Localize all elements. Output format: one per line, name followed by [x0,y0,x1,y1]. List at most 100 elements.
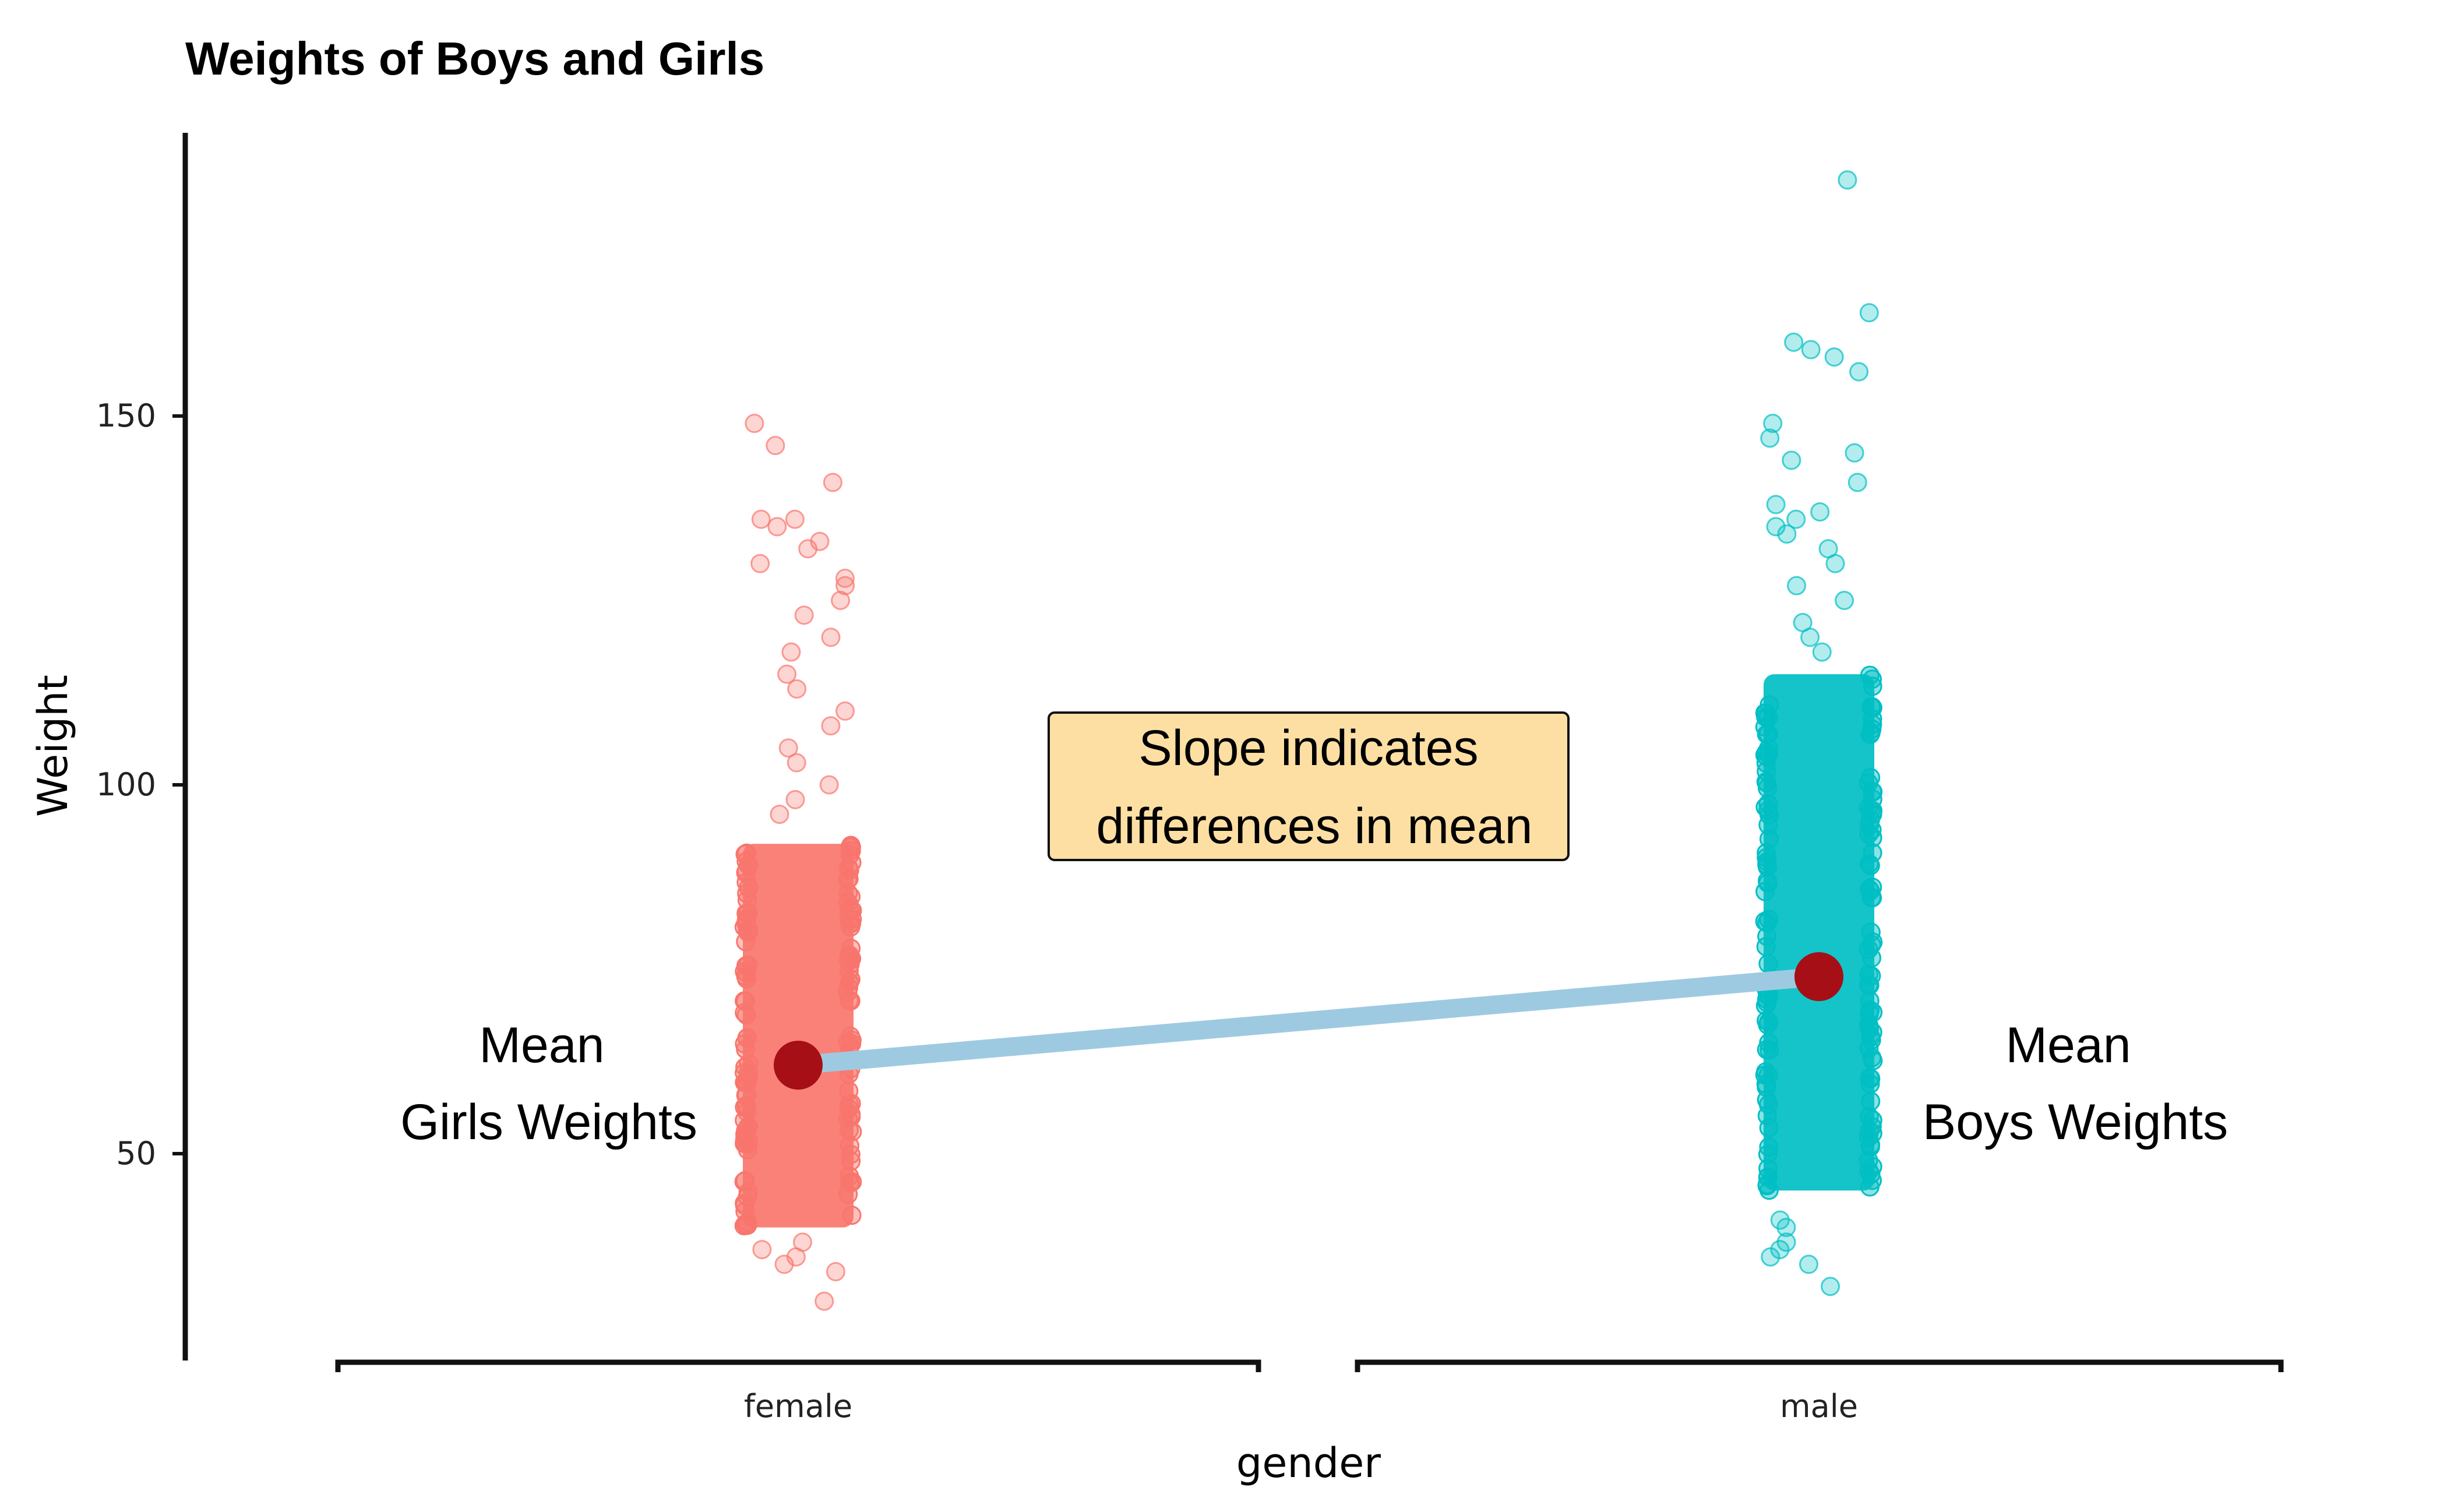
data-point-female [777,664,797,684]
data-point-male [1838,170,1857,190]
boys-annotation-line-1: Mean [2005,1017,2131,1073]
data-point-female [737,1102,757,1122]
data-point-female [737,843,757,863]
data-point-female [839,858,859,878]
data-point-male [1847,473,1867,492]
x-axis-title: gender [1236,1439,1381,1487]
data-point-female [767,517,787,537]
data-point-male [1861,722,1881,742]
slope-annotation-box [1048,711,1570,861]
data-point-male [1859,824,1879,844]
data-point-male [1863,1123,1882,1143]
data-point-female [841,841,861,861]
data-point-male [1758,1144,1778,1164]
data-point-female [736,872,756,892]
data-point-male [1770,1210,1790,1230]
data-point-male [1758,801,1778,820]
girls-annotation-line-2: Girls Weights [400,1094,697,1150]
data-point-female [766,436,785,456]
data-point-female [738,1182,758,1202]
data-point-female [842,914,862,933]
data-point-female [841,1094,861,1113]
data-point-female [735,1072,755,1091]
data-point-male [1759,1012,1779,1032]
data-point-male [1770,1240,1790,1260]
data-point-female [841,991,861,1011]
data-point-male [1860,1121,1880,1141]
data-point-male [1782,450,1801,470]
data-point-male [1812,642,1832,662]
data-point-female [734,1172,754,1192]
data-point-female [835,569,855,588]
mean-connecting-line [797,967,1820,1075]
bulk-points-male [1764,674,1874,1191]
data-point-female [823,473,842,492]
data-point-female [751,509,771,529]
data-point-female [778,738,798,758]
data-point-male [1824,347,1844,367]
chart-title: Weights of Boys and Girls [185,33,764,84]
data-point-female [838,1109,858,1129]
data-point-male [1860,1074,1880,1094]
data-point-female [745,414,764,433]
data-point-female [752,1240,772,1260]
data-point-male [1757,848,1776,868]
data-point-male [1759,738,1779,758]
data-point-female [737,890,757,910]
data-point-female [841,1151,861,1171]
data-point-male [1860,975,1880,995]
data-point-female [736,1039,756,1059]
data-point-female [734,917,754,937]
mean-point-male [1794,952,1843,1002]
data-point-male [1766,517,1786,537]
data-point-female [810,531,830,551]
data-point-female [821,628,841,647]
data-point-male [1755,996,1775,1016]
slope-annotation-line-2: differences in mean [1096,798,1533,854]
data-point-male [1849,362,1869,382]
data-point-male [1766,495,1786,514]
data-point-male [1786,509,1806,529]
data-point-male [1756,772,1776,792]
data-point-female [781,642,801,662]
data-point-female [735,1193,754,1213]
data-point-male [1759,1033,1779,1053]
data-point-male [1799,1254,1818,1274]
data-point-female [835,576,855,595]
data-point-male [1776,1232,1796,1252]
data-point-female [739,1054,759,1074]
data-point-male [1763,414,1783,433]
data-point-male [1755,882,1775,901]
data-point-male [1810,502,1830,522]
data-point-male [1760,428,1780,448]
data-point-male [1861,948,1881,968]
data-point-male [1863,669,1882,689]
x-tick-label-male: male [1780,1388,1858,1425]
x-axis-bracket-male [1355,1359,2284,1372]
data-point-female [831,591,851,610]
data-point-male [1845,443,1864,463]
data-point-female [819,775,839,795]
data-point-female [840,1172,860,1192]
data-point-male [1757,913,1777,933]
data-point-female [840,1166,859,1186]
data-point-male [1760,1040,1779,1060]
data-point-male [1861,922,1881,942]
data-point-female [735,961,754,981]
slope-annotation-line-1: Slope indicates [1138,720,1478,776]
data-point-male [1859,1161,1879,1181]
data-point-male [1861,1027,1881,1047]
data-point-female [821,716,841,736]
data-point-male [1863,781,1882,801]
data-point-male [1801,340,1821,360]
data-point-female [785,509,805,529]
data-point-male [1756,937,1776,957]
mean-point-female [774,1041,823,1090]
girls-annotation-line-1: Mean [479,1017,604,1073]
data-point-female [842,1206,862,1225]
y-tick-label: 50 [116,1135,156,1172]
data-point-male [1758,954,1778,974]
x-tick-label-female: female [744,1388,852,1425]
data-point-male [1758,1158,1778,1178]
y-tick-label: 100 [96,766,156,803]
